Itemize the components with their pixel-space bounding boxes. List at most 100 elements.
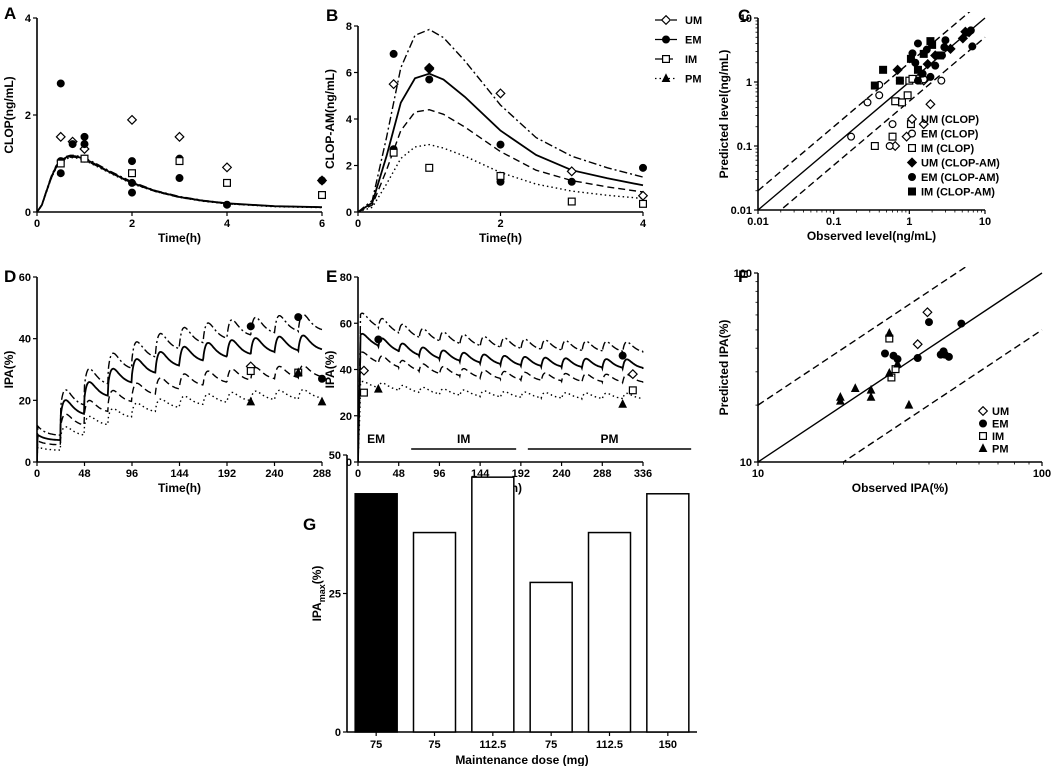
legend-marker [661, 73, 671, 83]
legend-marker [660, 14, 672, 26]
point-em [424, 62, 435, 73]
y-tick-label: 10 [740, 457, 752, 469]
x-tick-label: 75 [428, 739, 440, 751]
point-em [638, 163, 647, 172]
point-em [957, 319, 966, 328]
panel-letter: D [4, 267, 16, 286]
point-pm [893, 358, 902, 368]
point-em [618, 351, 627, 360]
point-im-clop-am- [870, 81, 879, 90]
legend-marker [978, 419, 987, 428]
panel-letter: B [326, 6, 338, 25]
point-um [495, 88, 506, 99]
point-um-clop-am- [892, 64, 903, 75]
curve-pm [37, 389, 323, 462]
y-tick-label: 0 [346, 207, 352, 219]
x-tick-label: 4 [224, 218, 231, 230]
y-axis-label-main: IPA [310, 602, 324, 621]
y-axis-label: IPA(%) [323, 351, 337, 389]
point-im [567, 197, 576, 206]
point-um-clop-am- [957, 33, 969, 44]
point-um-clop-am- [922, 59, 933, 70]
legend-marker [977, 405, 989, 417]
y-axis-label: Predicted level(ng/mL) [717, 50, 731, 179]
point-em [223, 200, 232, 209]
y-tick-label: 60 [19, 272, 31, 284]
y-tick-label: 0 [346, 457, 352, 469]
point-em [56, 79, 65, 88]
point-um [358, 365, 370, 376]
point-em [913, 354, 922, 363]
point-em-clop-am- [941, 36, 950, 45]
reference-line [779, 36, 986, 210]
x-tick-label: 240 [265, 468, 283, 480]
point-im-clop-am- [936, 51, 945, 60]
point-um [922, 307, 933, 318]
x-tick-label: 6 [319, 218, 325, 230]
point-im [638, 199, 647, 208]
legend-label: IM (CLOP) [921, 143, 974, 155]
y-tick-label: 25 [329, 589, 341, 601]
x-tick-label: 4 [640, 218, 647, 230]
x-tick-label: 0.1 [826, 216, 841, 228]
plot-area [37, 313, 323, 462]
point-im [425, 163, 434, 172]
point-im [318, 191, 327, 200]
point-im-clop-am- [913, 65, 922, 74]
x-axis-label: Maintenance dose (mg) [455, 753, 588, 766]
point-pm [246, 396, 256, 406]
point-pm [293, 367, 303, 377]
point-im [628, 386, 637, 395]
point-um [566, 166, 577, 177]
panel-letter: C [738, 6, 750, 25]
bar-pm [587, 531, 632, 733]
point-pm [618, 398, 628, 408]
legend-label: UM (CLOP) [921, 114, 979, 126]
point-em [128, 157, 137, 166]
y-axis-label-suffix: (%) [310, 566, 324, 585]
point-im [389, 148, 398, 157]
x-tick-label: 48 [393, 468, 405, 480]
legend-label: EM (CLOP-AM) [921, 172, 1000, 184]
point-pm [373, 383, 383, 393]
point-im-clop-am- [928, 40, 937, 49]
point-im [223, 178, 232, 187]
x-tick-label: 150 [659, 739, 677, 751]
point-em [425, 75, 434, 84]
legend-label: UM (CLOP-AM) [921, 158, 1000, 170]
point-em [68, 140, 77, 149]
y-tick-label: 0.1 [737, 141, 752, 153]
x-tick-label: 240 [552, 468, 570, 480]
panel-letter: G [303, 515, 316, 534]
point-um [221, 162, 233, 173]
point-im [246, 367, 255, 376]
legend-label: EM (CLOP) [921, 129, 979, 141]
point-im-clop- [888, 132, 897, 141]
x-tick-label: 288 [313, 468, 331, 480]
point-um [912, 339, 923, 350]
point-em-clop- [875, 91, 884, 100]
point-pm [317, 396, 327, 406]
legend-marker [661, 54, 670, 63]
y-axis-label: CLOP(ng/mL) [2, 76, 16, 153]
curve-pm [37, 157, 323, 212]
point-em [374, 335, 383, 344]
point-em-clop-am- [966, 26, 975, 35]
x-axis-label: Time(h) [158, 481, 201, 495]
group-label: EM [367, 432, 385, 446]
point-um [388, 78, 399, 90]
point-um-clop- [925, 99, 936, 110]
y-tick-label: 2 [25, 110, 31, 122]
legend-marker [907, 173, 916, 182]
bar-em [354, 493, 398, 733]
point-em [880, 349, 889, 358]
legend-marker [906, 113, 918, 125]
point-em [318, 176, 327, 185]
x-tick-label: 10 [752, 468, 764, 480]
group-label: IM [457, 432, 470, 446]
point-em [567, 177, 576, 186]
legend-marker [907, 187, 916, 196]
panel-d: 0 48 96 144 192 240 288 0 20 40 60 Time(h) IPA(%) D [2, 267, 331, 495]
y-tick-label: 4 [25, 13, 32, 25]
point-em-clop- [847, 132, 856, 141]
